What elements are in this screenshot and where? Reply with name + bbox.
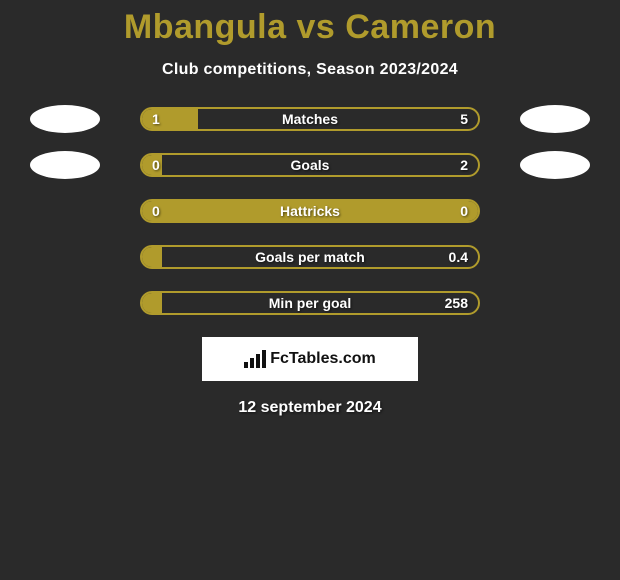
stat-value-right: 5 — [460, 111, 468, 127]
date-label: 12 september 2024 — [0, 399, 620, 417]
player-avatar-left[interactable] — [30, 151, 100, 179]
bar-fill-left — [142, 247, 162, 267]
stat-value-left: 1 — [152, 111, 160, 127]
stat-bar: 1 5 Matches — [140, 107, 480, 131]
stat-value-left: 0 — [152, 203, 160, 219]
stat-value-right: 0 — [460, 203, 468, 219]
stat-label: Min per goal — [269, 295, 351, 311]
stat-row: 1 5 Matches — [0, 107, 620, 131]
stats-rows: 1 5 Matches 0 2 Goals 0 0 Hattricks 0.4 Goals per … — [0, 107, 620, 315]
stat-label: Hattricks — [280, 203, 340, 219]
stat-row: 0 2 Goals — [0, 153, 620, 177]
stat-label: Matches — [282, 111, 338, 127]
brand-box[interactable]: FcTables.com — [202, 337, 418, 381]
bar-chart-icon — [244, 350, 266, 368]
bar-fill-left — [142, 109, 198, 129]
brand-text: FcTables.com — [270, 350, 376, 368]
stat-value-right: 0.4 — [449, 249, 468, 265]
stat-bar: 0.4 Goals per match — [140, 245, 480, 269]
stat-row: 0 0 Hattricks — [0, 199, 620, 223]
stat-value-left: 0 — [152, 157, 160, 173]
player-avatar-right[interactable] — [520, 151, 590, 179]
stat-label: Goals per match — [255, 249, 365, 265]
stat-value-right: 2 — [460, 157, 468, 173]
stat-bar: 258 Min per goal — [140, 291, 480, 315]
bar-fill-left — [142, 293, 162, 313]
subtitle: Club competitions, Season 2023/2024 — [0, 61, 620, 79]
player-avatar-left[interactable] — [30, 105, 100, 133]
comparison-widget: Mbangula vs Cameron Club competitions, S… — [0, 0, 620, 417]
stat-label: Goals — [291, 157, 330, 173]
player-avatar-right[interactable] — [520, 105, 590, 133]
stat-bar: 0 0 Hattricks — [140, 199, 480, 223]
stat-value-right: 258 — [445, 295, 468, 311]
page-title: Mbangula vs Cameron — [0, 8, 620, 47]
stat-row: 0.4 Goals per match — [0, 245, 620, 269]
stat-row: 258 Min per goal — [0, 291, 620, 315]
stat-bar: 0 2 Goals — [140, 153, 480, 177]
